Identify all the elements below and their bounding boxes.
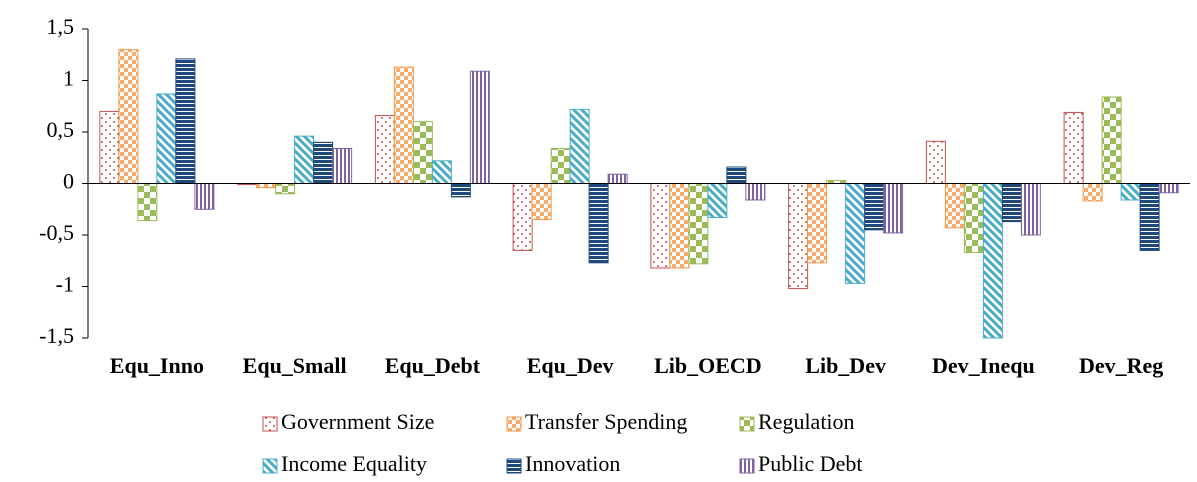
x-tick-label: Equ_Debt [385,353,481,378]
bar [256,183,277,189]
legend-label: Government Size [281,409,434,434]
legend-label: Income Equality [281,451,427,476]
bar [156,93,177,184]
y-tick-label: -1 [56,272,74,297]
legend-swatch [739,416,755,432]
x-tick-label: Lib_Dev [805,353,886,378]
x-tick-label: Equ_Inno [110,353,204,378]
bar [925,140,946,185]
bar [650,183,671,269]
bar [982,183,1003,339]
bar [864,183,885,231]
bar [313,141,334,185]
legend-label: Transfer Spending [525,409,687,434]
bar [99,110,120,184]
x-tick-label: Equ_Dev [527,353,614,378]
y-tick-label: -0,5 [39,220,74,245]
y-tick-label: 1 [63,66,74,91]
bar [1020,183,1041,236]
bar [1158,183,1179,194]
bar [883,183,904,234]
bar [845,183,866,284]
bar [512,183,533,251]
y-tick-label: 0 [63,169,74,194]
legend-swatch [739,458,755,474]
bar [1139,183,1160,251]
legend-label: Regulation [758,409,855,434]
bar [1101,96,1122,184]
bar [1082,183,1103,202]
bar [788,183,809,290]
bar [175,58,196,184]
bar [550,147,571,184]
bar [726,166,747,185]
bar [137,183,158,222]
bar [807,183,828,264]
bar [374,115,395,184]
bar [963,183,984,254]
bar [294,135,315,184]
x-tick-label: Dev_Reg [1079,353,1163,378]
bar [1063,111,1084,184]
y-tick-label: -1,5 [39,323,74,348]
bar [588,183,609,264]
bar [944,183,965,229]
bar [450,183,471,198]
legend-label: Innovation [525,451,620,476]
bar [118,49,139,184]
bar [412,121,433,184]
legend-swatch [506,416,522,432]
bar [275,183,296,195]
x-tick-label: Equ_Small [243,353,347,378]
bar [531,183,552,221]
bar [569,108,590,184]
x-tick-label: Dev_Inequ [932,353,1035,378]
bar [332,147,353,184]
x-tick-label: Lib_OECD [654,353,762,378]
y-tick-label: 0,5 [47,117,75,142]
bar [669,183,690,269]
bar [393,66,414,184]
legend-swatch [262,458,278,474]
bar [194,183,215,210]
bar [431,160,452,184]
legend-swatch [506,458,522,474]
bar [688,183,709,265]
bar [469,70,490,184]
legend-swatch [262,416,278,432]
legend-label: Public Debt [758,451,863,476]
bar [607,173,628,184]
bar [1001,183,1022,223]
y-tick-label: 1,5 [47,14,75,39]
bar [707,183,728,218]
bar [1120,183,1141,201]
bar [745,183,766,201]
